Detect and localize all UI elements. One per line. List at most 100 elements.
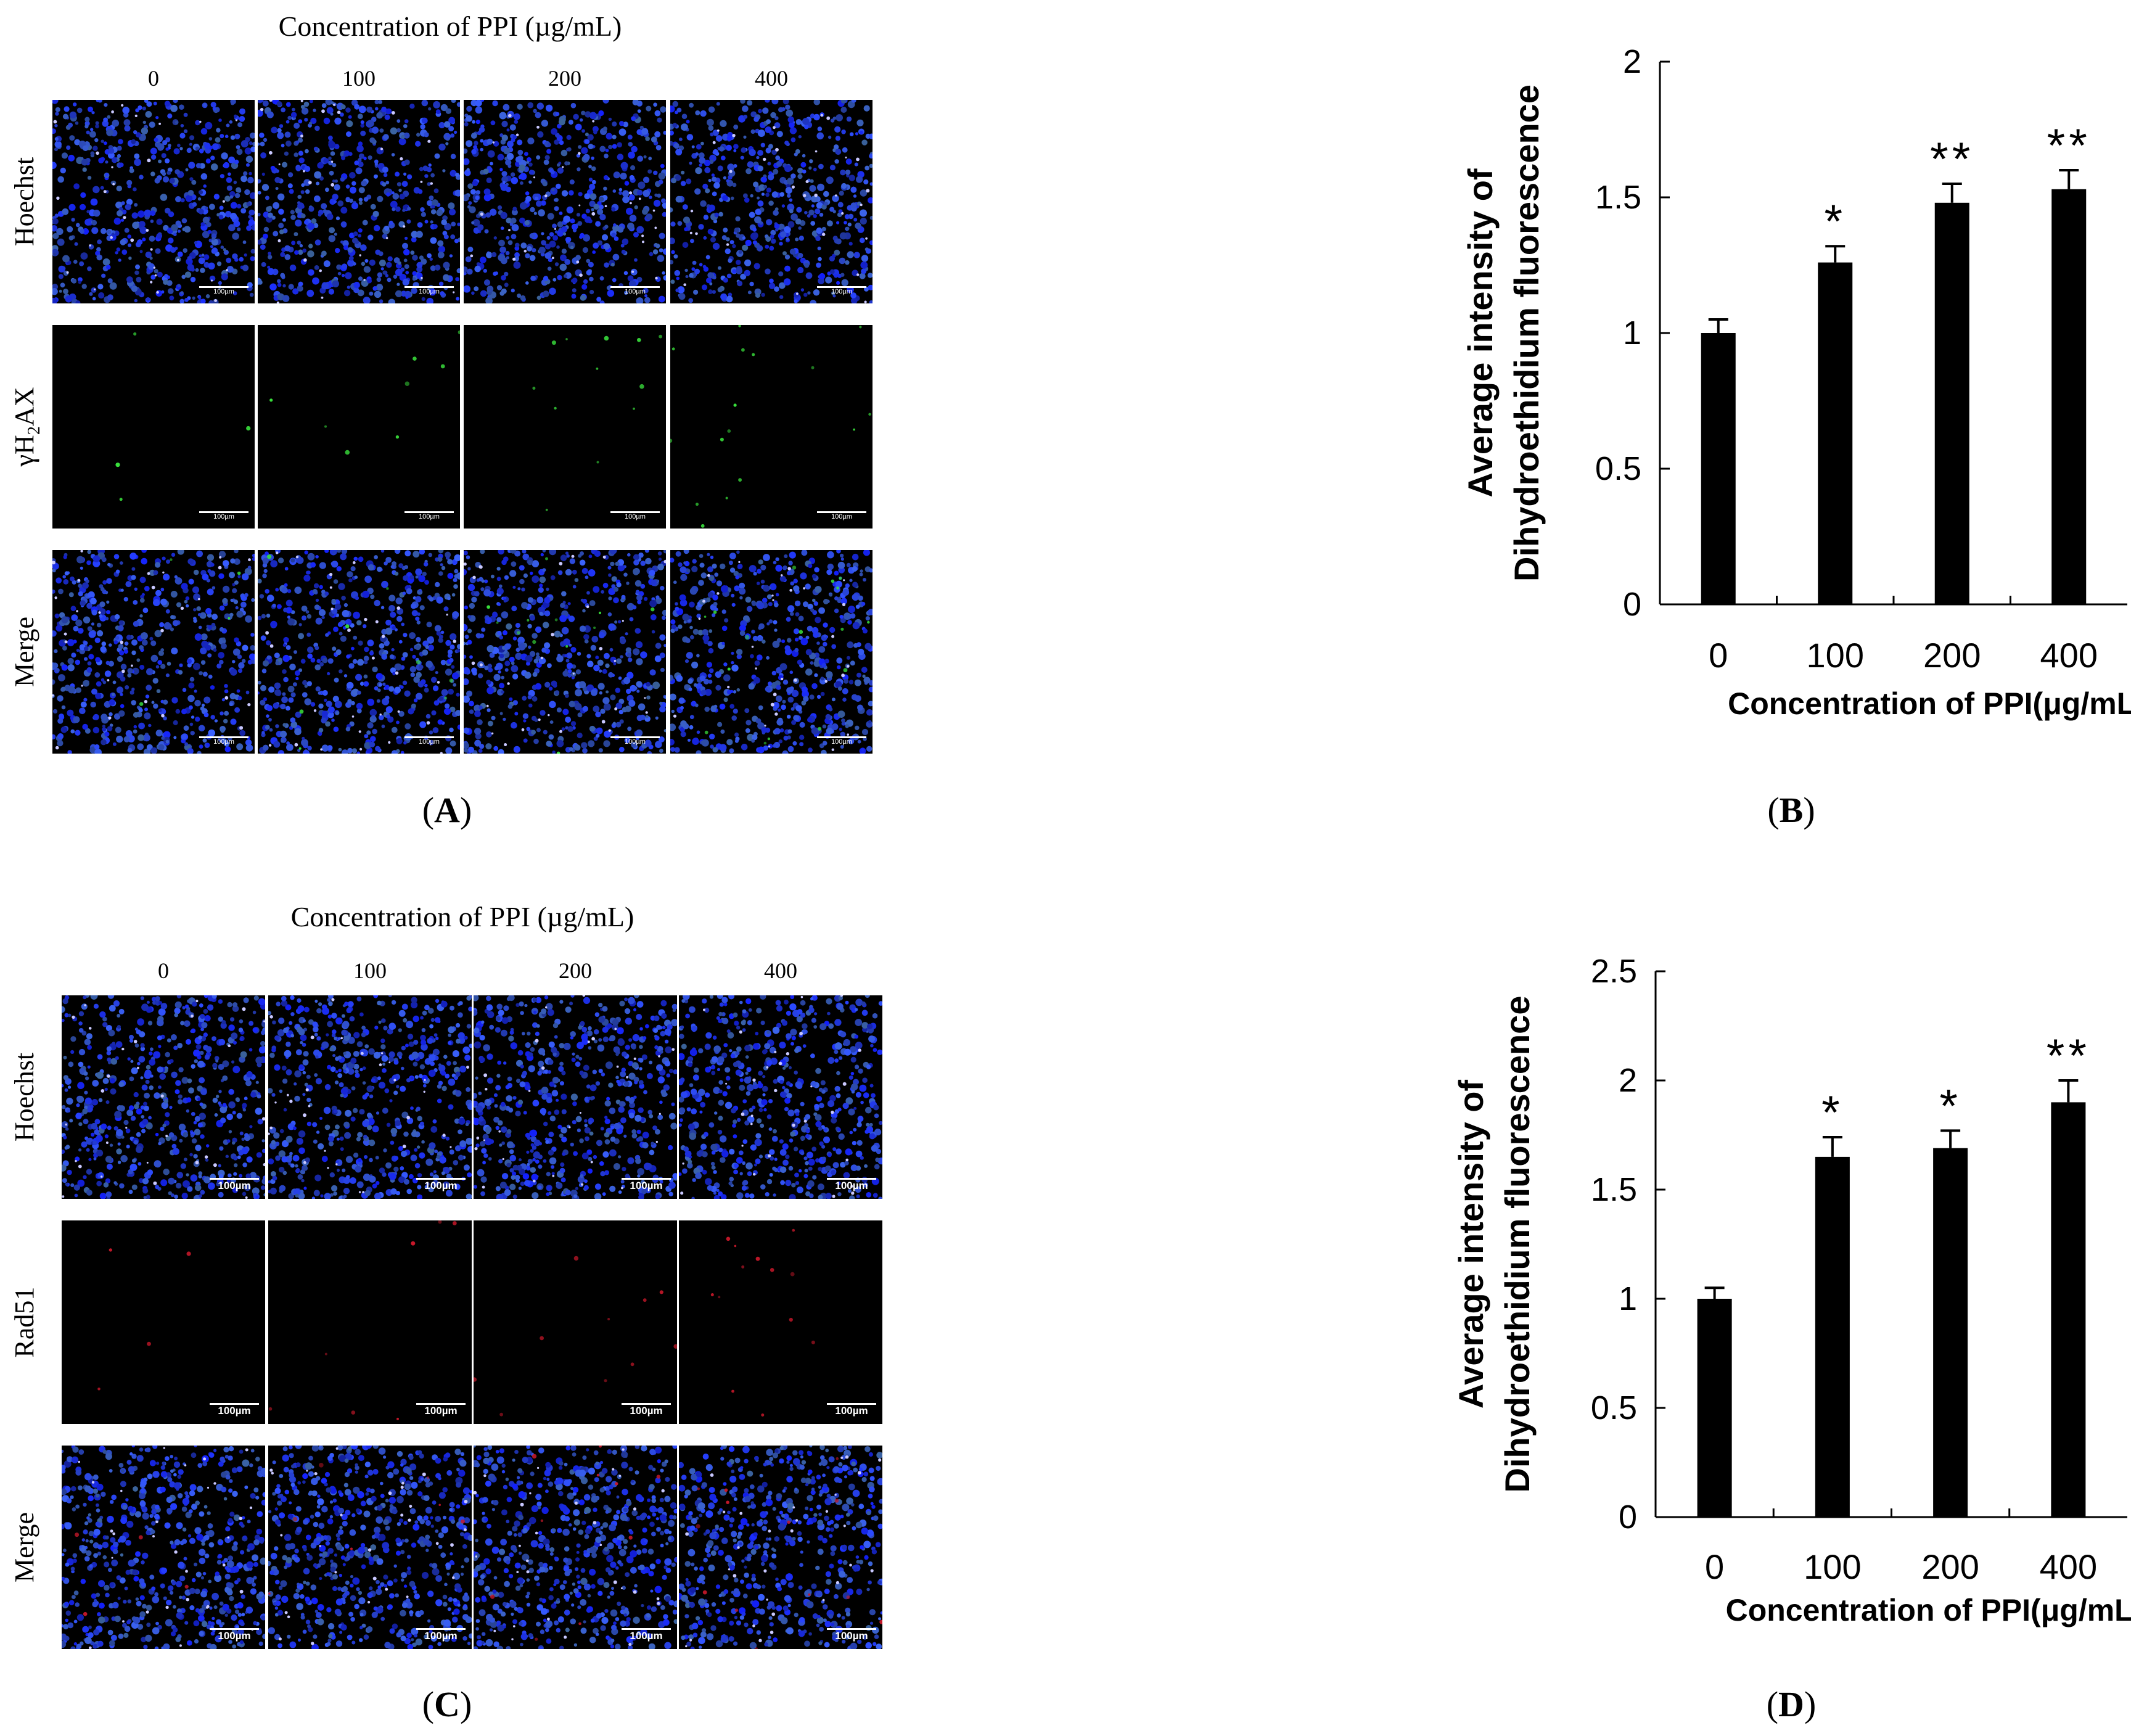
scale-bar: 100µm	[817, 286, 866, 296]
scale-bar: 100µm	[610, 736, 660, 746]
y-tick-label: 1	[1619, 1280, 1637, 1317]
scale-bar-label: 100µm	[625, 738, 646, 746]
scale-bar-label: 100µm	[419, 513, 440, 520]
micrograph-hoechst-0: 100µm	[52, 100, 255, 303]
significance-marker: *	[1939, 1080, 1961, 1132]
column-label-100: 100	[353, 958, 387, 983]
x-axis-label: Concentration of PPI(μg/mL)	[1726, 1593, 2131, 1627]
micrograph-merge_green-100: 100µm	[258, 550, 460, 754]
bar-400	[2051, 1102, 2086, 1517]
scale-bar-label: 100µm	[831, 738, 852, 746]
scale-bar-label: 100µm	[831, 288, 852, 295]
micrograph-hoechst-100: 100µm	[268, 995, 472, 1199]
scale-bar: 100µm	[199, 286, 248, 296]
micrograph-merge_red-400: 100µm	[679, 1446, 882, 1649]
significance-marker: **	[1930, 133, 1974, 186]
y-axis-label-line2: Dihydroethidium fluorescence	[1507, 84, 1546, 582]
bar-100	[1818, 262, 1853, 605]
scale-bar: 100µm	[622, 1403, 671, 1417]
y-tick-label: 1	[1623, 315, 1641, 352]
scale-bar-label: 100µm	[630, 1405, 663, 1417]
y-tick-label: 0.5	[1595, 450, 1641, 487]
x-tick-label: 100	[1807, 636, 1864, 675]
micrograph-hoechst-100: 100µm	[258, 100, 460, 303]
scale-bar: 100µm	[199, 511, 248, 521]
scale-bar: 100µm	[610, 286, 660, 296]
micrograph-green-100: 100µm	[258, 325, 460, 529]
scale-bar-label: 100µm	[218, 1180, 251, 1191]
x-tick-label: 200	[1923, 636, 1981, 675]
panel-a-title: Concentration of PPI (µg/mL)	[278, 10, 622, 42]
scale-bar: 100µm	[817, 736, 866, 746]
micrograph-merge_green-200: 100µm	[464, 550, 666, 754]
significance-marker: *	[1824, 195, 1846, 248]
bar-400	[2051, 189, 2087, 604]
micrograph-hoechst-400: 100µm	[670, 100, 873, 303]
row-label-red: Rad51	[9, 1286, 39, 1358]
micrograph-green-200: 100µm	[464, 325, 666, 529]
scale-bar-label: 100µm	[218, 1630, 251, 1642]
scale-bar-label: 100µm	[424, 1630, 458, 1642]
y-tick-label: 0.5	[1591, 1389, 1637, 1426]
micrograph-green-0: 100µm	[52, 325, 255, 529]
scale-bar-label: 100µm	[630, 1630, 663, 1642]
x-tick-label: 200	[1921, 1547, 1979, 1586]
y-tick-label: 1.5	[1591, 1171, 1637, 1208]
panel-d-chart: 0 0.5 1 1.5 2 2.5 0 * 100 * 200 ** 400 Concentration …	[1451, 953, 2131, 1627]
scale-bar-label: 100µm	[419, 738, 440, 746]
scale-bar: 100µm	[404, 286, 454, 296]
column-label-0: 0	[148, 66, 159, 91]
micrograph-red-200: 100µm	[474, 1220, 677, 1424]
scale-bar: 100µm	[827, 1403, 876, 1417]
y-axis-label-line1: Average intensity of	[1461, 168, 1500, 498]
scale-bar: 100µm	[817, 511, 866, 521]
scale-bar: 100µm	[622, 1628, 671, 1642]
micrograph-merge_green-0: 100µm	[52, 550, 255, 754]
bar-0	[1701, 333, 1736, 604]
micrograph-red-400: 100µm	[679, 1220, 882, 1424]
significance-marker: *	[1821, 1087, 1844, 1139]
row-label-hoechst: Hoechst	[9, 157, 39, 247]
x-tick-label: 400	[2040, 636, 2098, 675]
y-tick-label: 2	[1619, 1062, 1637, 1099]
x-tick-label: 0	[1705, 1547, 1724, 1586]
significance-marker: **	[2047, 1030, 2090, 1082]
scale-bar-label: 100µm	[218, 1405, 251, 1417]
scale-bar-label: 100µm	[835, 1180, 868, 1191]
y-tick-label: 2.5	[1591, 953, 1637, 990]
row-label-merge_green: Merge	[9, 616, 39, 688]
panel-c-letter: (C)	[422, 1684, 472, 1724]
panel-d-letter: (D)	[1766, 1684, 1817, 1724]
scale-bar: 100µm	[404, 736, 454, 746]
panel-b-chart: 0 0.5 1 1.5 2 0 * 100 ** 200 ** 400 Concentration of…	[1461, 43, 2131, 721]
bar-200	[1934, 202, 1969, 604]
micrograph-green-400: 100µm	[670, 325, 873, 529]
x-tick-label: 100	[1804, 1547, 1861, 1586]
x-tick-label: 400	[2040, 1547, 2097, 1586]
y-axis-label-line2: Dihydroethidium fluorescence	[1498, 996, 1537, 1493]
scale-bar-label: 100µm	[213, 288, 234, 295]
scale-bar-label: 100µm	[625, 513, 646, 520]
scale-bar: 100µm	[210, 1178, 259, 1191]
scale-bar: 100µm	[416, 1403, 466, 1417]
scale-bar: 100µm	[827, 1178, 876, 1191]
scale-bar-label: 100µm	[835, 1405, 868, 1417]
scale-bar-label: 100µm	[424, 1405, 458, 1417]
significance-marker: **	[2047, 120, 2091, 172]
row-label-hoechst: Hoechst	[9, 1052, 39, 1142]
column-label-0: 0	[158, 958, 169, 983]
scale-bar: 100µm	[404, 511, 454, 521]
y-tick-label: 0	[1619, 1499, 1637, 1536]
micrograph-hoechst-200: 100µm	[474, 995, 677, 1199]
scale-bar-label: 100µm	[424, 1180, 458, 1191]
scale-bar-label: 100µm	[625, 288, 646, 295]
micrograph-merge_red-200: 100µm	[474, 1446, 677, 1649]
scale-bar: 100µm	[210, 1628, 259, 1642]
micrograph-merge_red-100: 100µm	[268, 1446, 472, 1649]
scale-bar: 100µm	[416, 1628, 466, 1642]
row-label-merge_red: Merge	[9, 1512, 39, 1583]
scale-bar: 100µm	[416, 1178, 466, 1191]
micrograph-red-100: 100µm	[268, 1220, 472, 1424]
bar-0	[1697, 1299, 1732, 1517]
micrograph-merge_green-400: 100µm	[670, 550, 873, 754]
